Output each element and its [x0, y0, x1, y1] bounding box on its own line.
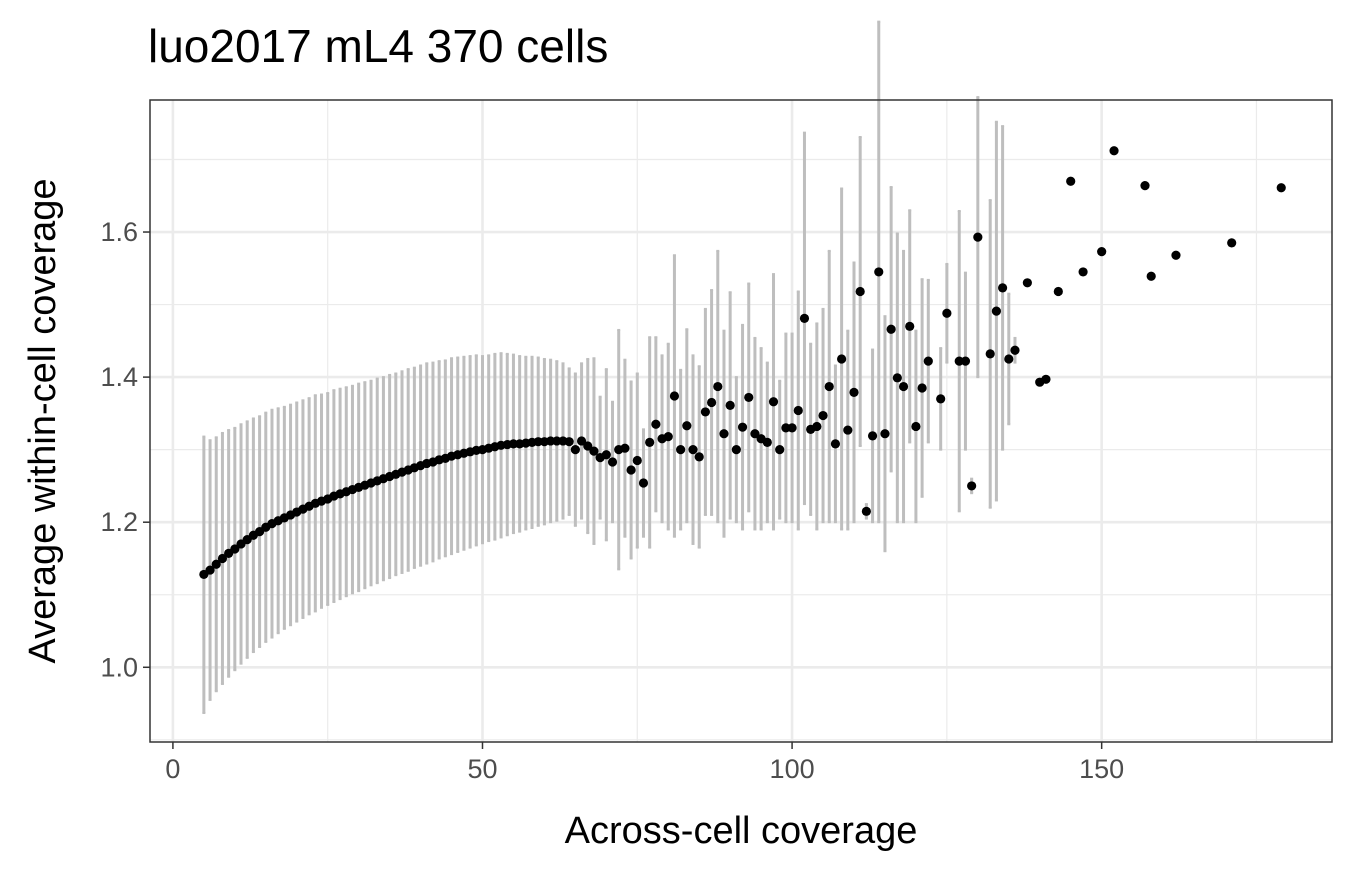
y-tick-label: 1.4: [100, 362, 138, 392]
x-tick-label: 100: [770, 754, 815, 784]
data-point: [936, 394, 946, 404]
y-tick-label: 1.0: [100, 652, 138, 682]
data-point: [570, 445, 580, 455]
data-point: [217, 553, 228, 564]
data-point: [663, 431, 673, 442]
x-tick-label: 50: [467, 754, 497, 784]
data-point: [626, 465, 636, 475]
data-point: [682, 421, 692, 431]
data-point: [725, 400, 735, 411]
y-tick-label: 1.6: [100, 217, 138, 247]
data-point: [1004, 354, 1014, 364]
data-point: [967, 481, 977, 491]
data-point: [793, 405, 803, 416]
data-point: [830, 439, 841, 449]
data-point: [731, 445, 741, 455]
data-point: [1053, 286, 1063, 297]
data-point: [688, 445, 698, 455]
data-points: [199, 146, 1286, 580]
data-point: [812, 421, 822, 432]
data-point: [1078, 267, 1088, 277]
data-point: [564, 437, 574, 447]
data-point: [737, 422, 748, 432]
data-point: [837, 354, 847, 364]
x-axis: 0 50 100 150: [165, 742, 1124, 784]
data-point: [645, 437, 655, 447]
data-point: [892, 373, 902, 383]
data-point: [1109, 146, 1119, 156]
data-point: [620, 443, 630, 453]
data-point: [700, 407, 710, 417]
data-point: [818, 410, 828, 421]
data-point: [230, 544, 240, 554]
data-point: [874, 267, 884, 277]
data-point: [849, 387, 859, 397]
y-axis-title: Average within-cell coverage: [22, 178, 64, 663]
data-point: [843, 425, 853, 435]
data-point: [706, 397, 717, 408]
data-point: [998, 283, 1008, 293]
data-point: [638, 478, 649, 488]
data-point: [589, 446, 599, 456]
data-point: [787, 423, 797, 433]
data-point: [923, 356, 933, 366]
data-point: [799, 313, 810, 323]
data-point: [768, 397, 779, 407]
data-point: [719, 429, 729, 439]
x-tick-label: 0: [165, 754, 180, 784]
data-point: [942, 308, 952, 318]
data-point: [867, 431, 878, 441]
data-point: [1041, 374, 1051, 384]
data-point: [1097, 247, 1107, 257]
data-point: [744, 392, 754, 403]
data-point: [991, 306, 1002, 316]
data-point: [1276, 183, 1286, 193]
data-point: [1010, 345, 1020, 355]
data-point: [211, 559, 221, 569]
x-tick-label: 150: [1079, 754, 1124, 784]
data-point: [676, 445, 686, 455]
data-point: [880, 429, 890, 439]
data-point: [1171, 250, 1181, 260]
data-point: [601, 450, 611, 460]
plot-panel-border: [149, 99, 1333, 743]
data-point: [762, 437, 772, 447]
data-point: [576, 436, 587, 446]
data-point: [985, 349, 995, 359]
data-point: [1022, 278, 1032, 288]
y-axis: 1.0 1.2 1.4 1.6: [100, 217, 150, 682]
data-point: [960, 356, 971, 366]
data-point: [694, 452, 704, 462]
data-point: [1140, 181, 1150, 191]
data-point: [205, 565, 215, 575]
data-point: [973, 232, 983, 242]
data-point: [775, 445, 785, 455]
data-point: [1066, 176, 1076, 186]
x-axis-title: Across-cell coverage: [565, 810, 918, 852]
chart-title: luo2017 mL4 370 cells: [148, 20, 608, 72]
data-point: [750, 429, 760, 439]
y-tick-label: 1.2: [100, 507, 138, 537]
data-point: [855, 286, 865, 297]
data-point: [917, 383, 927, 393]
data-point: [632, 455, 642, 466]
data-point: [669, 391, 680, 401]
data-point: [713, 381, 723, 392]
data-point: [824, 381, 834, 392]
data-point: [905, 321, 915, 331]
data-point: [1146, 271, 1156, 281]
data-point: [911, 421, 921, 432]
data-point: [898, 381, 909, 392]
data-point: [583, 441, 593, 451]
data-point: [1227, 238, 1237, 248]
data-point: [651, 419, 661, 429]
data-point: [607, 457, 618, 467]
data-point: [861, 506, 871, 516]
data-point: [886, 324, 896, 334]
